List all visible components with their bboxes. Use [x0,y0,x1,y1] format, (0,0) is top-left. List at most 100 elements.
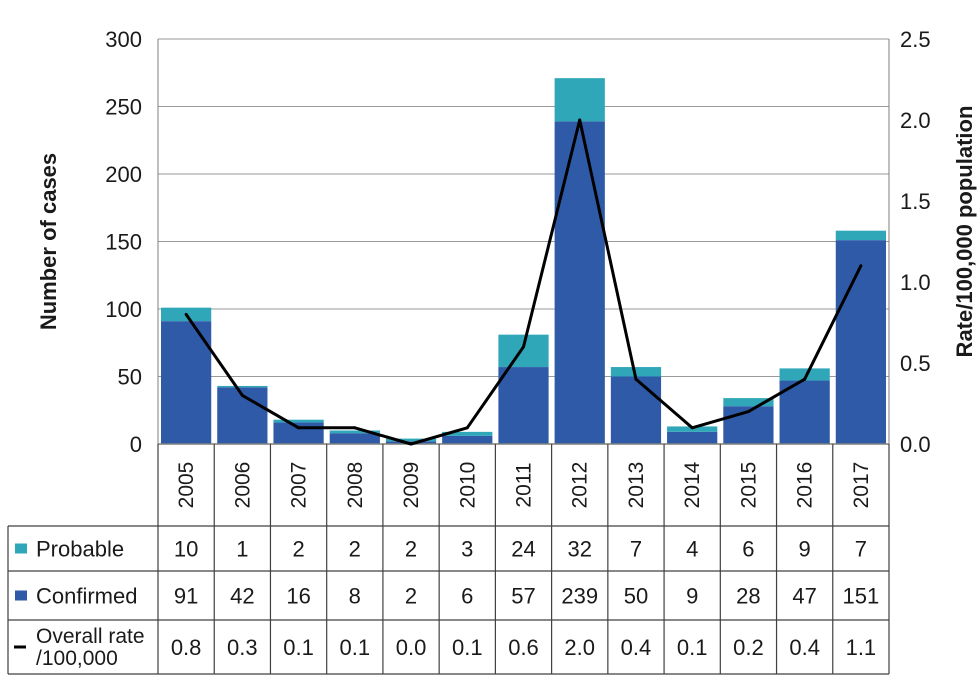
table-value: 0.3 [227,635,258,660]
bar-probable [385,438,437,442]
bar-probable [610,367,662,377]
table-value: 7 [855,537,867,562]
table-value: 7 [630,537,642,562]
rate-point [634,377,638,381]
rate-point [297,426,301,430]
bar-confirmed [329,433,380,444]
bar-confirmed [835,240,886,444]
table-value: 0.2 [733,635,764,660]
rate-point [353,426,357,430]
x-tick-label: 2015 [737,462,760,509]
table-value: 6 [461,584,473,609]
y2-tick-label: 2.5 [900,27,931,52]
table-value: 1 [236,537,248,562]
legend-label: /100,000 [36,647,118,670]
table-value: 4 [686,537,698,562]
x-tick-label: 2008 [344,462,367,509]
bar-probable [554,78,605,122]
table-value: 10 [174,537,198,562]
table-value: 50 [624,584,648,609]
rate-point [578,118,582,122]
x-tick-label: 2010 [456,462,479,509]
rate-point [409,442,413,446]
legend-label: Overall rate [36,625,145,648]
bar-confirmed [610,376,662,444]
table-value: 2 [405,537,417,562]
x-tick-label: 2012 [569,462,592,509]
bar-probable [329,430,380,434]
y2-axis-title: Rate/100,000 population [952,106,977,358]
table-value: 0.4 [621,635,652,660]
table-value: 0.1 [340,635,371,660]
table-value: 2 [405,584,417,609]
y2-tick-label: 1.5 [900,189,931,214]
rate-point [690,426,694,430]
table-value: 9 [686,584,698,609]
bar-probable [498,334,549,368]
x-tick-label: 2016 [794,462,817,509]
bar-confirmed [498,367,549,444]
table-value: 24 [511,537,535,562]
bar-probable [779,368,830,381]
y-tick-label: 200 [105,162,142,187]
x-tick-label: 2007 [288,462,311,509]
x-tick-label: 2009 [400,462,423,509]
table-value: 1.1 [846,635,877,660]
bar-probable [217,385,268,388]
table-value: 28 [736,584,760,609]
y-tick-label: 100 [105,297,142,322]
bar-confirmed [667,431,718,444]
bar-probable [273,419,324,423]
x-tick-label: 2006 [231,462,254,509]
bar-confirmed [273,422,324,444]
rate-point [803,377,807,381]
table-value: 9 [799,537,811,562]
legend-swatch [15,590,27,601]
rate-point [240,393,244,397]
bar-probable [835,230,886,241]
rate-point [859,264,863,268]
bar-confirmed [554,121,605,444]
x-tick-label: 2005 [175,462,198,509]
rate-point [522,345,525,349]
y-tick-label: 250 [105,95,142,120]
bar-confirmed [779,380,830,444]
table-value: 0.1 [677,635,708,660]
table-value: 16 [286,584,310,609]
table-value: 3 [461,537,473,562]
table-value: 151 [843,584,880,609]
y2-tick-label: 0.0 [900,432,931,457]
bar-confirmed [442,435,493,444]
y2-tick-label: 2.0 [900,108,931,133]
table-value: 57 [511,584,535,609]
table-value: 2.0 [564,635,595,660]
bar-confirmed [161,321,212,444]
table-value: 239 [561,584,598,609]
rate-point [465,426,469,430]
table-value: 32 [567,537,591,562]
x-tick-label: 2013 [625,462,648,509]
x-tick-label: 2017 [850,462,873,509]
y2-tick-label: 1.0 [900,270,931,295]
legend-swatch [15,543,27,554]
table-value: 47 [792,584,816,609]
y2-tick-label: 0.5 [900,351,931,376]
legend-label: Confirmed [36,584,137,609]
table-value: 0.0 [396,635,427,660]
table-value: 0.6 [508,635,539,660]
y-axis-title: Number of cases [36,153,61,330]
bar-probable [442,431,493,436]
y-tick-label: 150 [105,230,142,255]
table-value: 2 [349,537,361,562]
y-tick-label: 50 [118,365,142,390]
legend-label: Probable [36,537,124,562]
table-value: 2 [292,537,304,562]
table-value: 6 [742,537,754,562]
legend-swatch [14,645,26,649]
y-tick-label: 300 [105,27,142,52]
table-value: 8 [349,584,361,609]
table-value: 42 [230,584,254,609]
y-tick-label: 0 [130,432,142,457]
